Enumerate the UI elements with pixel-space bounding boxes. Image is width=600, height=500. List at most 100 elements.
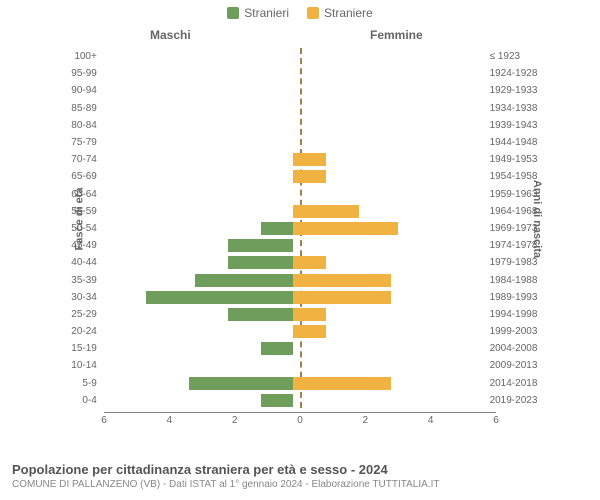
bar-left-container	[103, 117, 293, 134]
y-right-tick: 1994-1998	[484, 309, 542, 320]
y-left-tick: 0-4	[58, 395, 103, 406]
bar-male	[195, 274, 293, 287]
y-left-tick: 95-99	[58, 68, 103, 79]
chart-row: 65-691954-1958	[58, 168, 542, 185]
bar-left-container	[103, 151, 293, 168]
bar-right-container	[293, 357, 483, 374]
y-right-tick: 2019-2023	[484, 395, 542, 406]
y-right-tick: 2014-2018	[484, 378, 542, 389]
bar-female	[293, 222, 398, 235]
header-male: Maschi	[150, 28, 191, 42]
bar-male	[228, 256, 293, 269]
bar-right-container	[293, 100, 483, 117]
bar-female	[293, 377, 391, 390]
y-right-tick: 1949-1953	[484, 154, 542, 165]
bar-right-container	[293, 375, 483, 392]
bar-right-container	[293, 392, 483, 409]
bar-male	[261, 394, 294, 407]
y-left-tick: 25-29	[58, 309, 103, 320]
x-axis-line	[104, 412, 496, 413]
y-left-tick: 35-39	[58, 275, 103, 286]
y-left-tick: 10-14	[58, 360, 103, 371]
bar-right-container	[293, 289, 483, 306]
y-left-tick: 90-94	[58, 85, 103, 96]
legend-label-male: Stranieri	[244, 6, 289, 20]
chart-row: 30-34 1989-1993	[58, 289, 542, 306]
chart-row: 10-142009-2013	[58, 357, 542, 374]
bar-female	[293, 308, 326, 321]
bar-male	[228, 239, 293, 252]
bar-left-container	[103, 186, 293, 203]
bar-left-container	[103, 134, 293, 151]
bar-male	[261, 222, 294, 235]
header-female: Femmine	[370, 28, 423, 42]
chart-row: 45-491974-1978	[58, 237, 542, 254]
chart-row: 50-541969-1973	[58, 220, 542, 237]
bar-left-container	[103, 220, 293, 237]
bar-left-container	[103, 254, 293, 271]
bar-right-container	[293, 82, 483, 99]
bar-left-container	[103, 340, 293, 357]
bar-right-container	[293, 117, 483, 134]
y-left-tick: 75-79	[58, 137, 103, 148]
y-left-tick: 20-24	[58, 326, 103, 337]
x-tick: 6	[101, 415, 107, 426]
chart-rows: 100+≤ 192395-991924-192890-941929-193385…	[58, 48, 542, 409]
legend-label-female: Straniere	[324, 6, 373, 20]
bar-left-container	[103, 306, 293, 323]
x-tick: 4	[428, 415, 434, 426]
chart-row: 85-89 1934-1938	[58, 100, 542, 117]
y-right-tick: 1979-1983	[484, 257, 542, 268]
bar-right-container	[293, 168, 483, 185]
y-left-tick: 5-9	[58, 378, 103, 389]
bar-left-container	[103, 82, 293, 99]
chart-row: 70-74 1949-1953	[58, 151, 542, 168]
bar-female	[293, 170, 326, 183]
bar-left-container	[103, 100, 293, 117]
y-right-tick: 1934-1938	[484, 103, 542, 114]
chart-row: 100+ ≤ 1923	[58, 48, 542, 65]
bar-right-container	[293, 254, 483, 271]
bar-right-container	[293, 237, 483, 254]
bar-right-container	[293, 271, 483, 288]
x-tick: 4	[167, 415, 173, 426]
bar-male	[146, 291, 293, 304]
bar-left-container	[103, 323, 293, 340]
bar-female	[293, 205, 358, 218]
bar-right-container	[293, 48, 483, 65]
bar-female	[293, 153, 326, 166]
plot-area: 100+≤ 192395-991924-192890-941929-193385…	[58, 48, 542, 428]
chart-row: 80-84 1939-1943	[58, 117, 542, 134]
chart-title: Popolazione per cittadinanza straniera p…	[12, 462, 588, 477]
bar-left-container	[103, 48, 293, 65]
x-tick: 6	[493, 415, 499, 426]
bar-female	[293, 274, 391, 287]
chart-row: 5-9 2014-2018	[58, 375, 542, 392]
y-right-tick: 1939-1943	[484, 120, 542, 131]
chart-row: 35-391984-1988	[58, 271, 542, 288]
chart-row: 15-192004-2008	[58, 340, 542, 357]
y-left-tick: 85-89	[58, 103, 103, 114]
y-right-tick: 1944-1948	[484, 137, 542, 148]
y-left-tick: 80-84	[58, 120, 103, 131]
bar-left-container	[103, 168, 293, 185]
chart-row: 40-441979-1983	[58, 254, 542, 271]
y-left-tick: 70-74	[58, 154, 103, 165]
y-right-tick: ≤ 1923	[484, 51, 542, 62]
chart-row: 25-29 1994-1998	[58, 306, 542, 323]
y-left-tick: 30-34	[58, 292, 103, 303]
bar-right-container	[293, 203, 483, 220]
bar-male	[261, 342, 294, 355]
bar-right-container	[293, 340, 483, 357]
bar-right-container	[293, 134, 483, 151]
bar-left-container	[103, 289, 293, 306]
y-right-tick: 1989-1993	[484, 292, 542, 303]
bar-female	[293, 325, 326, 338]
bar-left-container	[103, 237, 293, 254]
bar-male	[189, 377, 294, 390]
chart-row: 20-241999-2003	[58, 323, 542, 340]
chart-row: 0-4 2019-2023	[58, 392, 542, 409]
y-axis-left-label: Fasce di età	[73, 188, 85, 251]
chart-row: 60-641959-1963	[58, 186, 542, 203]
y-left-tick: 100+	[58, 51, 103, 62]
